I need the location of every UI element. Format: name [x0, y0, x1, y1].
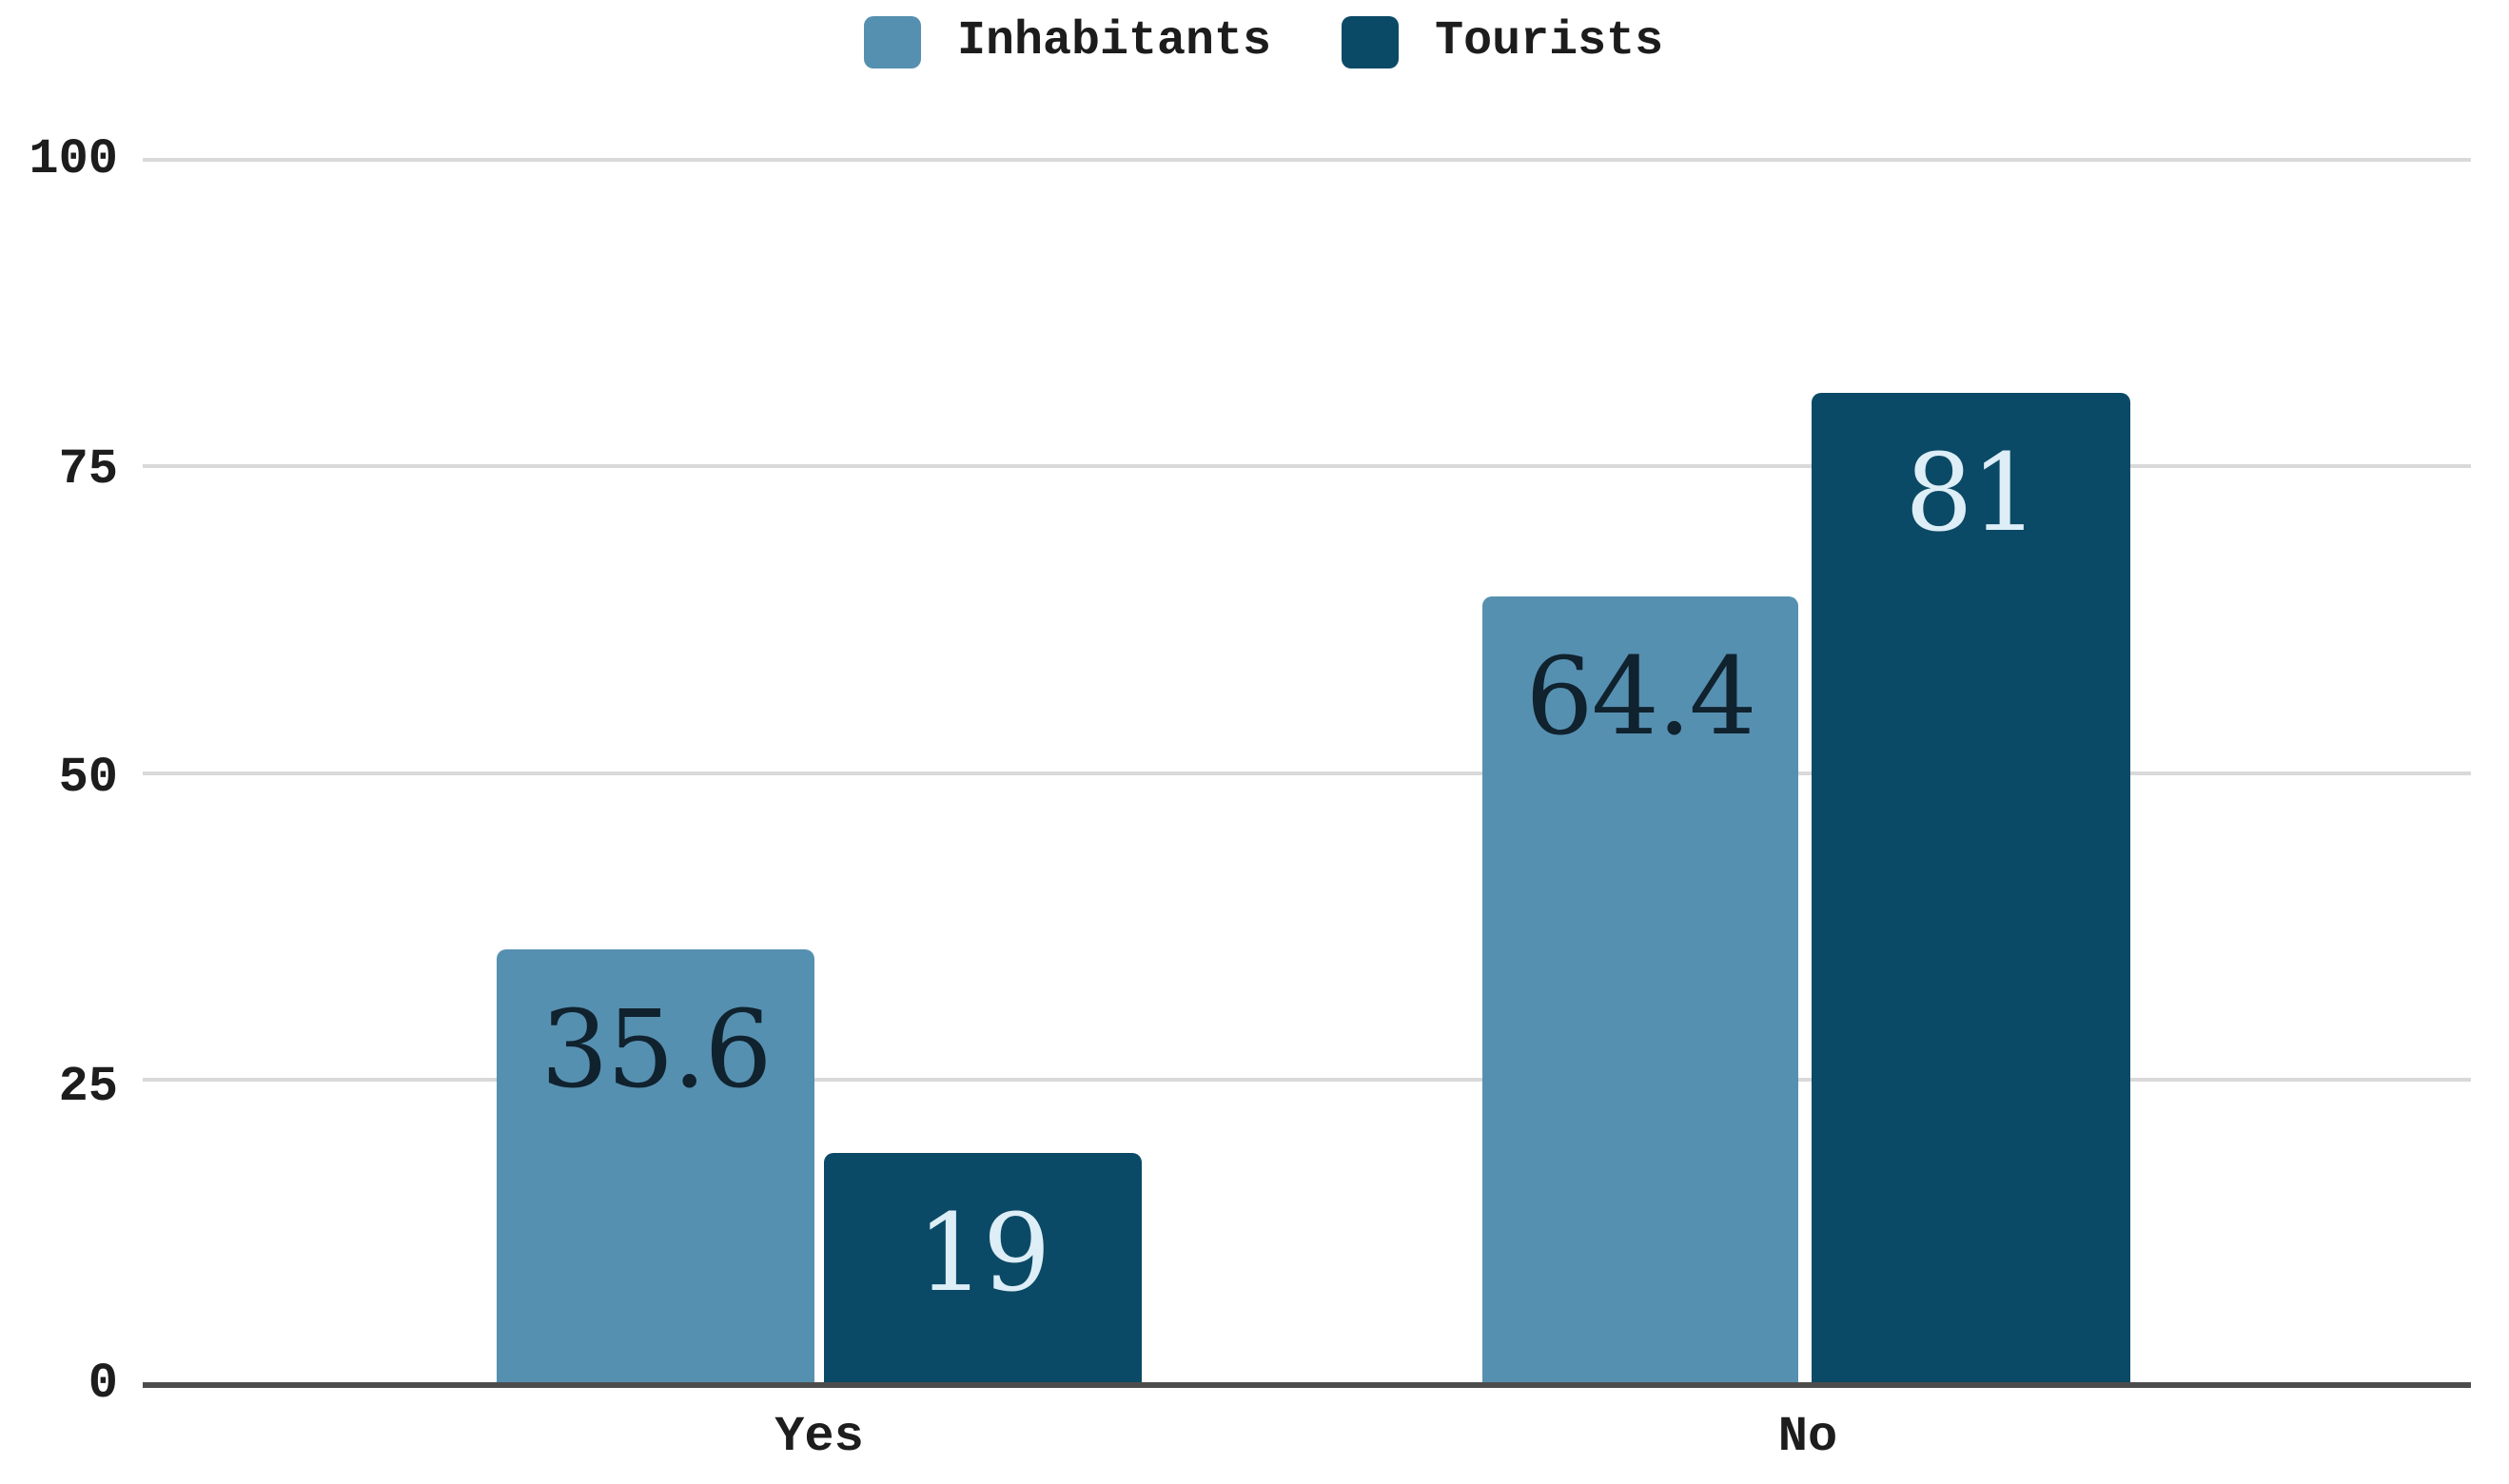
- bar-value-no-inhabitants: 64.4: [1525, 635, 1756, 759]
- gridline-25: [143, 1077, 2471, 1082]
- legend-label-inhabitants: Inhabitants: [957, 14, 1272, 68]
- legend-item-tourists[interactable]: Tourists: [1342, 13, 1663, 70]
- y-tick-25: 25: [58, 1059, 118, 1115]
- bar-yes-inhabitants[interactable]: 35.6: [497, 949, 814, 1386]
- bar-value-yes-inhabitants: 35.6: [540, 988, 772, 1113]
- y-tick-50: 50: [58, 750, 118, 806]
- legend: Inhabitants Tourists: [864, 13, 1663, 70]
- gridline-100: [143, 158, 2471, 162]
- gridline-75: [143, 464, 2471, 469]
- legend-item-inhabitants[interactable]: Inhabitants: [864, 13, 1271, 70]
- x-label-yes: Yes: [774, 1409, 864, 1465]
- legend-label-tourists: Tourists: [1435, 14, 1664, 68]
- gridline-50: [143, 771, 2471, 775]
- bar-yes-tourists[interactable]: 19: [824, 1153, 1142, 1386]
- x-label-no: No: [1777, 1409, 1838, 1465]
- bar-value-yes-tourists: 19: [916, 1192, 1051, 1317]
- y-tick-100: 100: [29, 131, 118, 187]
- y-tick-0: 0: [88, 1356, 118, 1412]
- x-axis-line: [143, 1382, 2471, 1388]
- bar-value-no-tourists: 81: [1905, 431, 2039, 556]
- plot-area: 35.6 19 64.4 81: [143, 158, 2471, 1388]
- bar-no-tourists[interactable]: 81: [1812, 392, 2130, 1386]
- legend-swatch-tourists: [1342, 15, 1400, 68]
- legend-swatch-inhabitants: [864, 15, 921, 68]
- bar-no-inhabitants[interactable]: 64.4: [1482, 596, 1798, 1386]
- y-tick-75: 75: [58, 441, 118, 498]
